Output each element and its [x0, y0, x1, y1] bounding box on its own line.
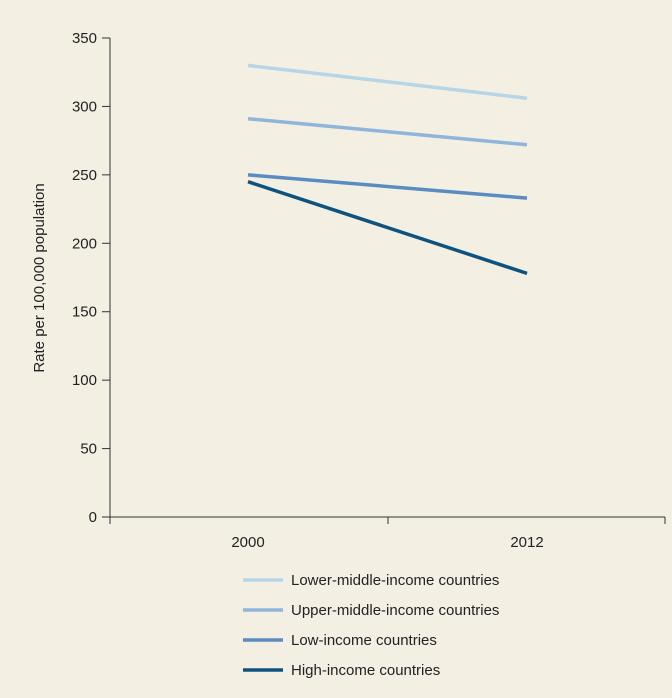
y-tick-label: 300: [72, 98, 97, 115]
series-line-low-income-countries: [247, 173, 528, 200]
legend-label: High-income countries: [291, 662, 440, 679]
y-tick-label: 350: [72, 30, 97, 47]
series-lines: [247, 63, 528, 276]
legend-label: Lower-middle-income countries: [291, 572, 499, 589]
series-line-upper-middle-income-countries: [247, 117, 528, 147]
legend-label: Upper-middle-income countries: [291, 602, 499, 619]
y-tick-label: 0: [89, 509, 97, 526]
y-tick-label: 100: [72, 372, 97, 389]
legend-label: Low-income countries: [291, 632, 437, 649]
x-tick-label: 2000: [231, 534, 264, 551]
y-tick-label: 250: [72, 167, 97, 184]
series-line-high-income-countries: [247, 180, 528, 276]
legend: Lower-middle-income countries Upper-middl…: [243, 572, 499, 679]
y-tick-label: 150: [72, 304, 97, 321]
series-line-lower-middle-income-countries: [247, 63, 528, 100]
y-tick-label: 50: [80, 441, 97, 458]
y-axis: 0 50 100 150 200 250 300 350: [72, 30, 111, 526]
x-axis: 2000 2012: [109, 516, 666, 551]
y-tick-label: 200: [72, 235, 97, 252]
x-tick-label: 2012: [510, 534, 543, 551]
y-axis-title: Rate per 100,000 population: [31, 183, 48, 372]
